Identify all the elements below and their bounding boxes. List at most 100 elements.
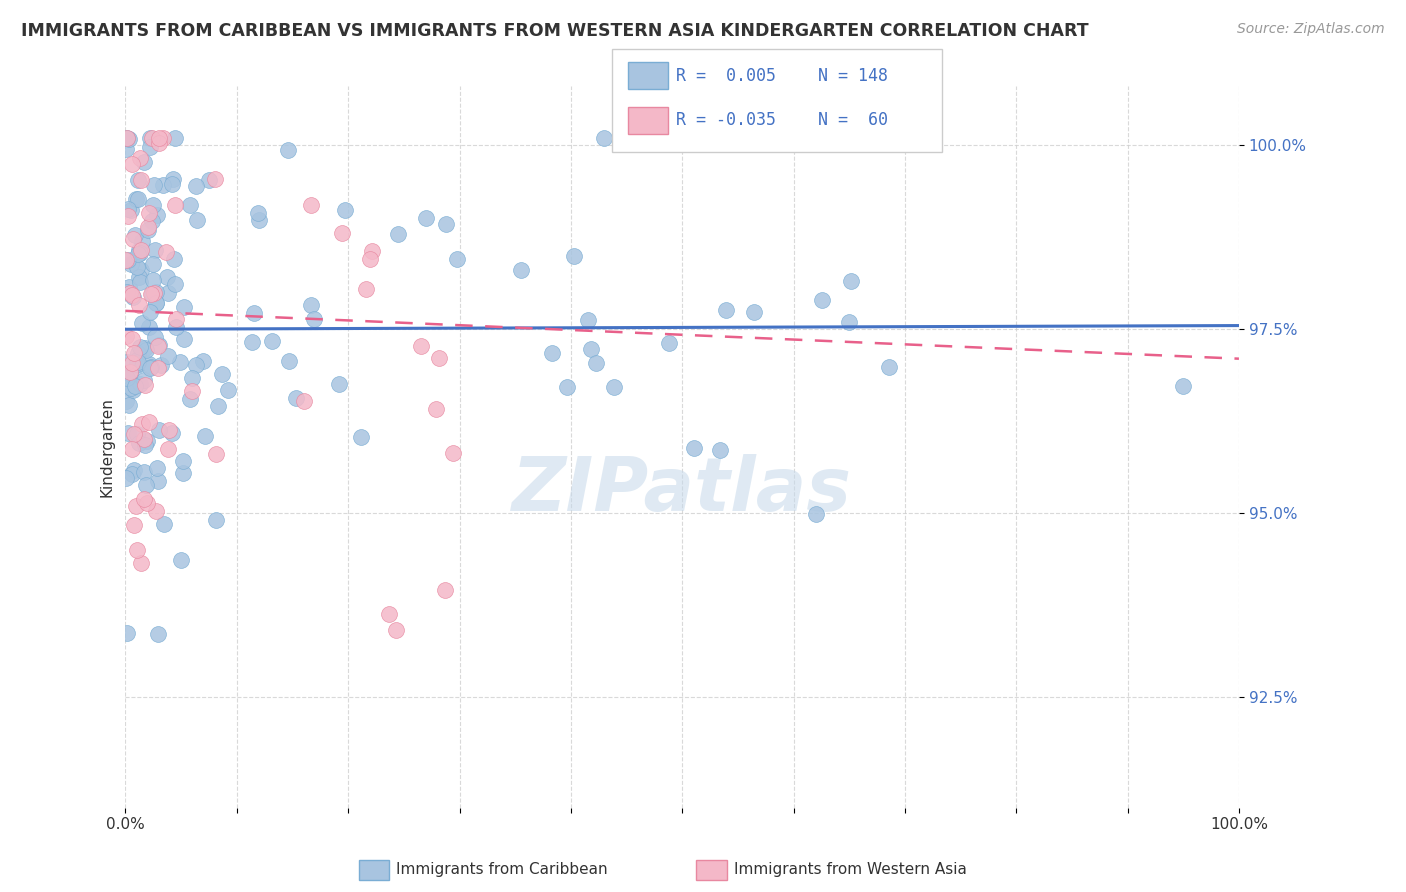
Point <box>359 252 381 267</box>
Point <box>156 442 179 456</box>
Point <box>138 361 160 376</box>
Point <box>247 206 270 220</box>
Point <box>172 466 194 480</box>
Point <box>186 213 208 227</box>
Point <box>205 447 228 461</box>
Point <box>128 269 150 284</box>
Point <box>145 461 167 475</box>
Point <box>152 131 174 145</box>
Point <box>125 499 148 513</box>
Point <box>118 131 141 145</box>
Point <box>121 288 143 302</box>
Point <box>141 287 163 301</box>
Point <box>131 317 153 331</box>
Point <box>285 391 308 405</box>
Point <box>134 341 156 355</box>
Point <box>128 275 150 289</box>
Point <box>838 315 860 329</box>
Point <box>585 356 607 370</box>
Point <box>122 463 145 477</box>
Point <box>742 304 765 318</box>
Point <box>138 206 160 220</box>
Point <box>165 320 187 334</box>
Point <box>125 359 148 373</box>
Point <box>129 243 152 257</box>
Point <box>184 178 207 193</box>
Point <box>115 131 138 145</box>
Point <box>117 202 139 217</box>
Point <box>138 416 160 430</box>
Point <box>243 306 266 320</box>
Point <box>117 280 139 294</box>
Point <box>149 358 172 372</box>
Point <box>1173 379 1195 393</box>
Point <box>179 392 201 406</box>
Point <box>247 213 270 227</box>
Point <box>387 227 409 241</box>
Point <box>121 156 143 170</box>
Point <box>541 346 564 360</box>
Point <box>120 202 142 217</box>
Point <box>134 154 156 169</box>
Point <box>277 143 299 157</box>
Point <box>122 518 145 533</box>
Point <box>138 319 160 334</box>
Point <box>446 252 468 267</box>
Point <box>117 398 139 412</box>
Point <box>142 286 165 301</box>
Text: Source: ZipAtlas.com: Source: ZipAtlas.com <box>1237 22 1385 37</box>
Point <box>165 277 187 292</box>
Point <box>127 357 149 371</box>
Point <box>129 172 152 186</box>
Point <box>145 295 167 310</box>
Point <box>193 354 215 368</box>
Point <box>136 219 159 234</box>
Point <box>127 352 149 367</box>
Point <box>146 627 169 641</box>
Point <box>135 343 157 357</box>
Point <box>361 244 384 258</box>
Point <box>135 478 157 492</box>
Point <box>118 368 141 382</box>
Point <box>134 466 156 480</box>
Point <box>142 257 165 271</box>
Point <box>145 296 167 310</box>
Point <box>425 402 447 417</box>
Point <box>143 330 166 344</box>
Point <box>415 211 437 225</box>
Point <box>131 556 153 570</box>
Point <box>157 424 180 438</box>
Point <box>180 371 202 385</box>
Point <box>510 263 533 277</box>
Point <box>148 136 170 150</box>
Point <box>204 171 226 186</box>
Point <box>129 245 152 260</box>
Point <box>277 353 299 368</box>
Point <box>148 131 170 145</box>
Point <box>148 339 170 353</box>
Point <box>134 378 156 392</box>
Text: N =  60: N = 60 <box>818 112 889 129</box>
Point <box>169 355 191 369</box>
Point <box>115 252 138 267</box>
Point <box>384 623 406 637</box>
Point <box>131 234 153 248</box>
Point <box>593 131 616 145</box>
Point <box>139 305 162 319</box>
Point <box>115 142 138 156</box>
Point <box>115 131 138 145</box>
Point <box>115 626 138 640</box>
Point <box>117 425 139 440</box>
Point <box>179 198 201 212</box>
Point <box>145 504 167 518</box>
Text: N = 148: N = 148 <box>818 67 889 85</box>
Point <box>121 467 143 481</box>
Point <box>211 367 233 381</box>
Point <box>142 273 165 287</box>
Point <box>877 359 900 374</box>
Point <box>153 516 176 531</box>
Point <box>115 470 138 484</box>
Point <box>148 361 170 376</box>
Point <box>148 474 170 488</box>
Point <box>139 287 162 301</box>
